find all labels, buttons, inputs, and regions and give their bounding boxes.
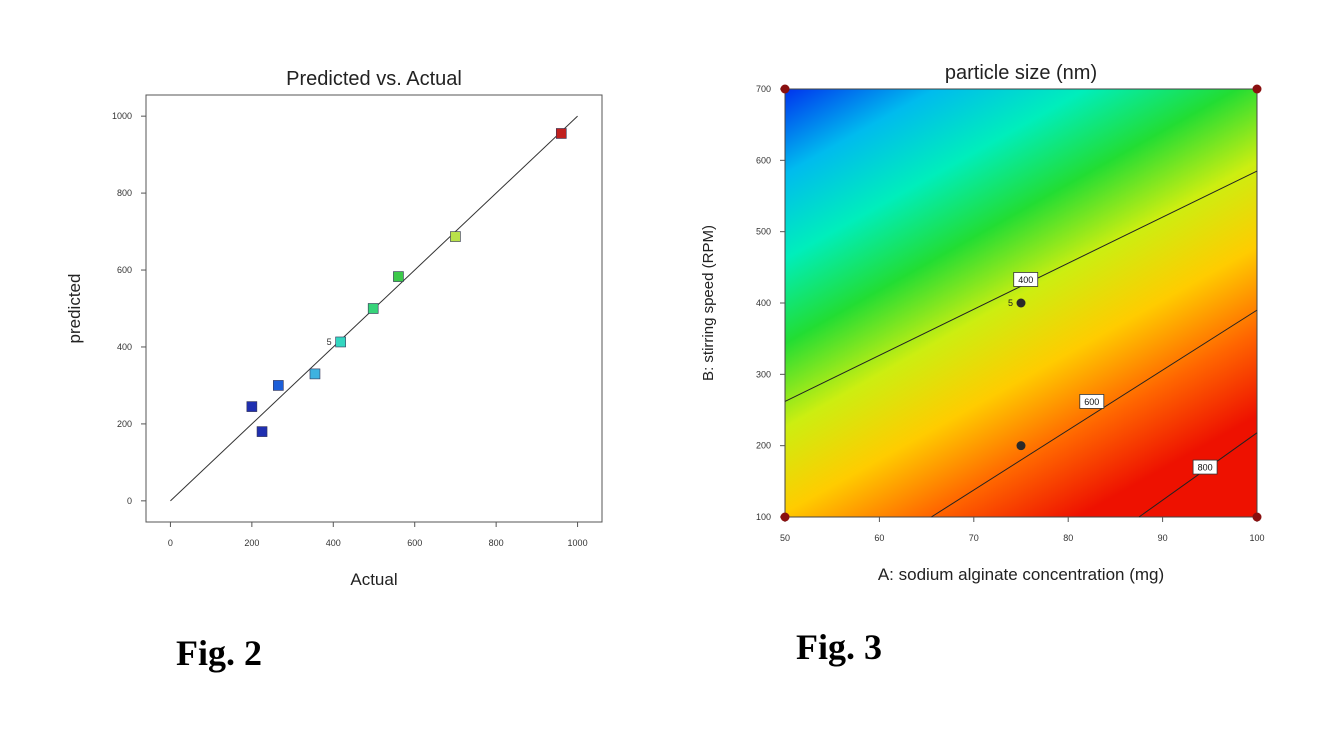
fig3-contour-label: 600: [1084, 397, 1099, 407]
fig3-design-point: [780, 512, 790, 522]
fig2-y-tick-label: 200: [117, 419, 132, 429]
fig3-contour-label: 400: [1018, 275, 1033, 285]
fig2-data-point: [555, 128, 567, 139]
fig3-design-point: [1016, 441, 1026, 451]
fig2-point-label: 5: [327, 337, 332, 347]
fig3-x-tick-label: 70: [969, 533, 979, 543]
fig3-point-label: 5: [1008, 298, 1013, 308]
fig2-x-tick-label: 200: [244, 538, 259, 548]
fig2-x-tick-label: 1000: [568, 538, 588, 548]
fig2-data-point: [309, 368, 321, 380]
fig3-contour-label-box: [1079, 394, 1105, 409]
fig2-chart: Predicted vs. Actual Actual predicted 0 200 4…: [65, 68, 603, 589]
fig2-plot-frame: [145, 94, 603, 523]
fig3-caption: Fig. 3: [796, 627, 882, 667]
fig3-x-tick-label: 90: [1158, 533, 1168, 543]
fig2-title: Predicted vs. Actual: [286, 68, 462, 90]
fig2-x-tick-label: 0: [168, 538, 173, 548]
fig2-x-tick-label: 600: [407, 538, 422, 548]
fig2-y-tick-label: 400: [117, 342, 132, 352]
fig2-x-tick-label: 400: [326, 538, 341, 548]
fig3-contour-label: 800: [1198, 463, 1213, 473]
fig2-y-axis-label: predicted: [65, 274, 84, 344]
fig3-y-tick-label: 200: [756, 441, 771, 451]
fig3-design-point: [1016, 298, 1026, 308]
fig3-contour-label-box: [1013, 272, 1039, 287]
fig3-x-tick-label: 80: [1063, 533, 1073, 543]
fig2-y-tick-label: 800: [117, 188, 132, 198]
fig2-x-axis-label: Actual: [350, 570, 397, 589]
fig3-contour-label-box: [1192, 459, 1218, 475]
fig3-y-tick-label: 300: [756, 369, 771, 379]
fig2-data-point: [273, 380, 284, 391]
fig2-y-tick-label: 0: [127, 496, 132, 506]
fig3-x-axis-label: A: sodium alginate concentration (mg): [878, 565, 1164, 584]
fig3-y-tick-label: 600: [756, 155, 771, 165]
fig3-design-point: [1252, 84, 1262, 94]
fig3-x-tick-label: 100: [1249, 533, 1264, 543]
fig3-y-tick-label: 700: [756, 84, 771, 94]
fig3-y-tick-label: 400: [756, 298, 771, 308]
fig3-title: particle size (nm): [945, 62, 1097, 84]
fig3-y-axis-label: B: stirring speed (RPM): [700, 225, 717, 381]
fig3-x-tick-label: 60: [874, 533, 884, 543]
fig2-y-tick-label: 600: [117, 265, 132, 275]
fig3-y-tick-label: 500: [756, 227, 771, 237]
fig2-x-tick-label: 800: [489, 538, 504, 548]
fig3-chart: particle size (nm) A: sodium alginate con…: [700, 62, 1265, 584]
fig2-data-point: [393, 271, 404, 282]
fig3-design-point: [1252, 512, 1262, 522]
fig2-data-point: [335, 336, 346, 348]
fig2-data-point: [450, 231, 461, 242]
fig2-data-point: [246, 401, 258, 412]
fig3-design-point: [780, 84, 790, 94]
fig2-y-tick-label: 1000: [112, 111, 132, 121]
fig2-data-point: [367, 303, 379, 314]
fig3-y-tick-label: 100: [756, 512, 771, 522]
fig3-contour-line: [1138, 432, 1258, 518]
fig2-caption: Fig. 2: [176, 633, 262, 673]
fig2-data-point: [256, 426, 268, 437]
fig3-contour-line: [931, 309, 1258, 518]
fig3-x-tick-label: 50: [780, 533, 790, 543]
